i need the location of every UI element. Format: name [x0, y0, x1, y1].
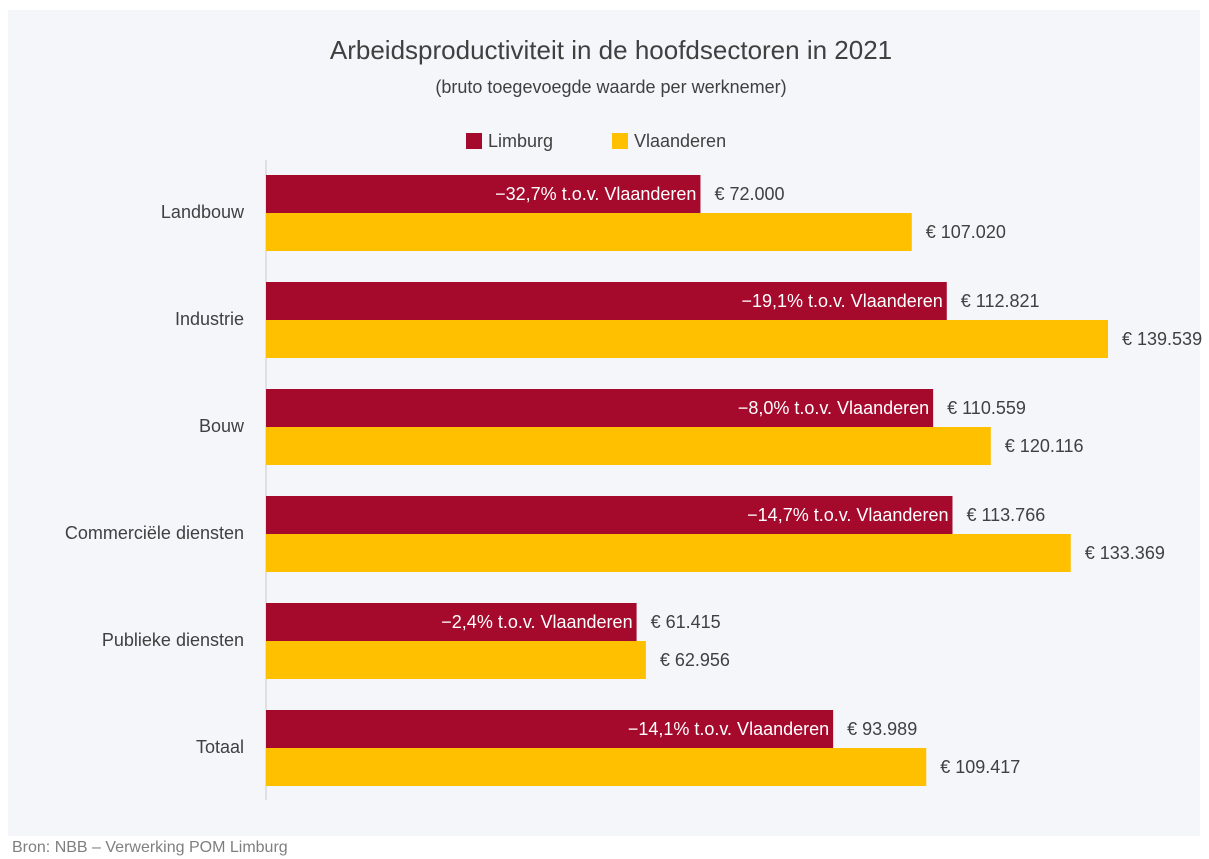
bar	[266, 427, 991, 465]
bar	[266, 748, 927, 786]
bar-annotation: −14,7% t.o.v. Vlaanderen	[747, 505, 948, 525]
value-label: € 113.766	[966, 505, 1045, 525]
value-label: € 120.116	[1005, 436, 1084, 456]
bar	[266, 496, 953, 534]
bar	[266, 282, 947, 320]
bar	[266, 320, 1108, 358]
legend-label: Limburg	[488, 131, 553, 151]
bar-annotation: −32,7% t.o.v. Vlaanderen	[495, 184, 696, 204]
bar-annotation: −8,0% t.o.v. Vlaanderen	[738, 398, 929, 418]
bar-annotation: −14,1% t.o.v. Vlaanderen	[628, 719, 829, 739]
value-label: € 72.000	[714, 184, 784, 204]
source: Bron: NBB – Verwerking POM Limburg	[12, 839, 288, 856]
bar	[266, 710, 834, 748]
value-label: € 139.539	[1122, 329, 1202, 349]
legend-label: Vlaanderen	[634, 131, 726, 151]
value-label: € 93.989	[847, 719, 917, 739]
value-label: € 110.559	[947, 398, 1026, 418]
bar	[266, 213, 912, 251]
category-label: Commerciële diensten	[65, 523, 244, 543]
chart-subtitle: (bruto toegevoegde waarde per werknemer)	[435, 77, 786, 97]
chart-title: Arbeidsproductiviteit in de hoofdsectore…	[330, 35, 892, 65]
bar	[266, 389, 934, 427]
value-label: € 107.020	[926, 222, 1006, 242]
bar	[266, 175, 701, 213]
value-label: € 62.956	[660, 650, 730, 670]
category-label: Industrie	[175, 309, 244, 329]
value-label: € 112.821	[961, 291, 1040, 311]
legend-swatch	[612, 133, 628, 149]
bar	[266, 641, 646, 679]
value-label: € 61.415	[651, 612, 721, 632]
value-label: € 133.369	[1085, 543, 1165, 563]
category-label: Landbouw	[161, 202, 245, 222]
category-label: Publieke diensten	[102, 630, 244, 650]
bar	[266, 534, 1071, 572]
legend-swatch	[466, 133, 482, 149]
bar-annotation: −19,1% t.o.v. Vlaanderen	[741, 291, 942, 311]
category-label: Totaal	[196, 737, 244, 757]
bar	[266, 603, 637, 641]
value-label: € 109.417	[940, 757, 1020, 777]
category-label: Bouw	[199, 416, 245, 436]
bar-annotation: −2,4% t.o.v. Vlaanderen	[441, 612, 632, 632]
